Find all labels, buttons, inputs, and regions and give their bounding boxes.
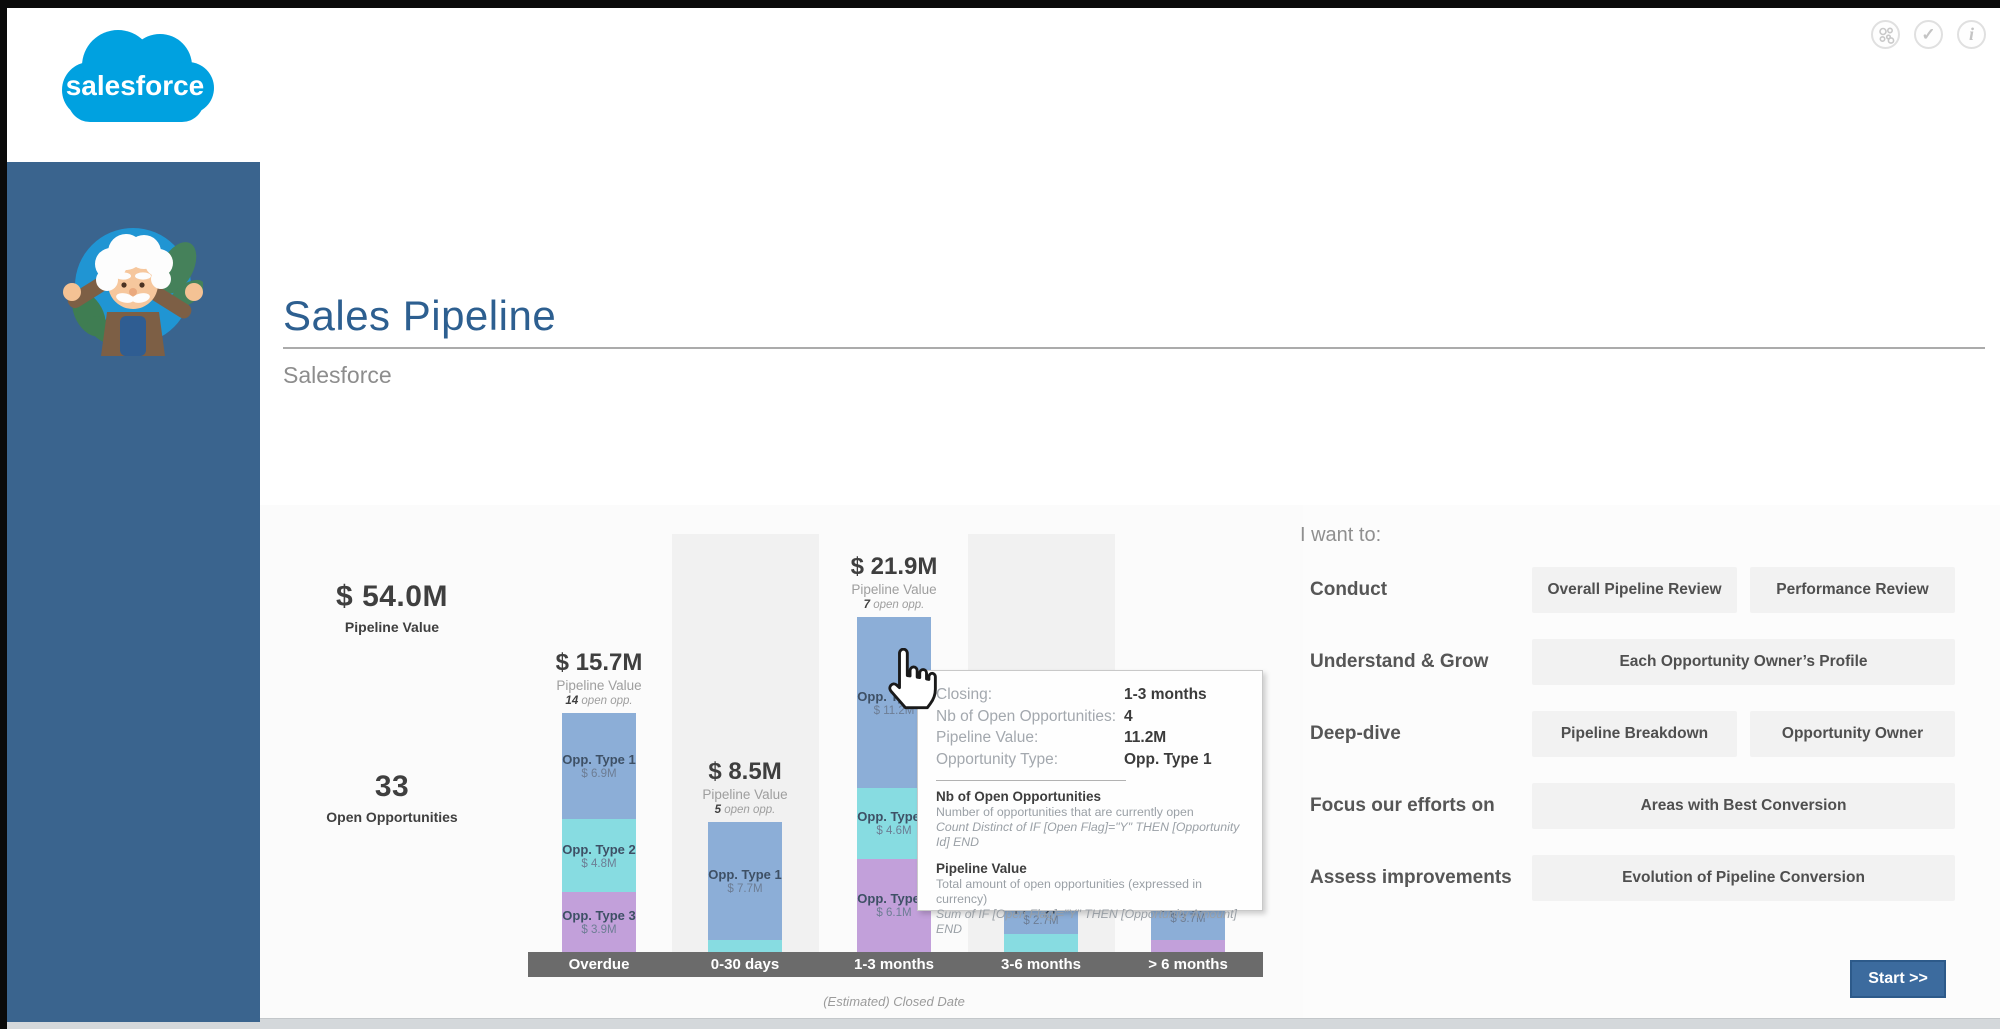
tooltip-label: Nb of Open Opportunities: (936, 707, 1117, 725)
action-row-conduct: Conduct Overall Pipeline Review Performa… (1310, 567, 1990, 613)
button-each-opportunity-owners-profile[interactable]: Each Opportunity Owner’s Profile (1532, 639, 1955, 685)
salesforce-logo-text: salesforce (66, 70, 205, 101)
action-label: Deep-dive (1310, 723, 1401, 744)
page-title: Sales Pipeline (283, 292, 557, 339)
definition-formula: Count Distinct of IF [Open Flag]="Y" THE… (936, 820, 1240, 849)
window-controls: ✓ i (1871, 20, 1986, 49)
title-divider (283, 347, 1985, 349)
action-label: Assess improvements (1310, 867, 1512, 888)
action-label: Understand & Grow (1310, 651, 1489, 672)
action-row-understand-grow: Understand & Grow Each Opportunity Owner… (1310, 639, 1990, 685)
tooltip-label: Opportunity Type: (936, 750, 1059, 768)
definition-term: Nb of Open Opportunities (936, 789, 1101, 804)
button-overall-pipeline-review[interactable]: Overall Pipeline Review (1532, 567, 1737, 613)
button-evolution-of-pipeline-conversion[interactable]: Evolution of Pipeline Conversion (1532, 855, 1955, 901)
info-icon[interactable]: i (1957, 20, 1986, 49)
check-icon[interactable]: ✓ (1914, 20, 1943, 49)
button-opportunity-owner[interactable]: Opportunity Owner (1750, 711, 1955, 757)
action-label: Focus our efforts on (1310, 795, 1495, 816)
tooltip-row: Nb of Open Opportunities: 4 (936, 706, 1244, 728)
tooltip: Closing: 1-3 months Nb of Open Opportuni… (917, 670, 1263, 936)
definition-formula: Sum of IF [Open Flag]="Y" THEN [Opportun… (936, 907, 1237, 936)
actions-intro: I want to: (1300, 524, 1382, 546)
button-areas-with-best-conversion[interactable]: Areas with Best Conversion (1532, 783, 1955, 829)
tooltip-separator (936, 780, 1126, 781)
sidebar (7, 162, 260, 1022)
salesforce-cloud-icon: salesforce (62, 30, 214, 122)
dashboard-page: salesforce ✓ i (7, 8, 2000, 1029)
definition-description: Number of opportunities that are current… (936, 805, 1194, 819)
tooltip-value: Opp. Type 1 (1124, 750, 1212, 768)
tooltip-value: 4 (1124, 707, 1133, 725)
einstein-avatar (63, 206, 205, 356)
tooltip-value: 1-3 months (1124, 686, 1207, 703)
bubbles-icon[interactable] (1871, 20, 1900, 49)
tooltip-label: Pipeline Value: (936, 729, 1039, 746)
tooltip-definition: Nb of Open Opportunities Number of oppor… (936, 788, 1244, 850)
salesforce-logo: salesforce (52, 22, 217, 132)
start-button[interactable]: Start >> (1850, 960, 1946, 998)
definition-description: Total amount of open opportunities (expr… (936, 877, 1202, 906)
bottom-strip (7, 1018, 2000, 1029)
tooltip-label: Closing: (936, 686, 992, 703)
action-row-focus-efforts: Focus our efforts on Areas with Best Con… (1310, 783, 1990, 829)
action-row-assess-improvements: Assess improvements Evolution of Pipelin… (1310, 855, 1990, 901)
action-row-deep-dive: Deep-dive Pipeline Breakdown Opportunity… (1310, 711, 1990, 757)
page-subtitle: Salesforce (283, 362, 392, 388)
definition-term: Pipeline Value (936, 861, 1027, 876)
tooltip-row: Pipeline Value: 11.2M (936, 727, 1244, 749)
tooltip-row: Opportunity Type: Opp. Type 1 (936, 749, 1244, 771)
button-pipeline-breakdown[interactable]: Pipeline Breakdown (1532, 711, 1737, 757)
hand-cursor-icon (879, 647, 937, 716)
tooltip-row: Closing: 1-3 months (936, 684, 1244, 706)
button-performance-review[interactable]: Performance Review (1750, 567, 1955, 613)
action-label: Conduct (1310, 579, 1388, 600)
tooltip-value: 11.2M (1124, 729, 1167, 746)
tooltip-definition: Pipeline Value Total amount of open oppo… (936, 860, 1244, 937)
